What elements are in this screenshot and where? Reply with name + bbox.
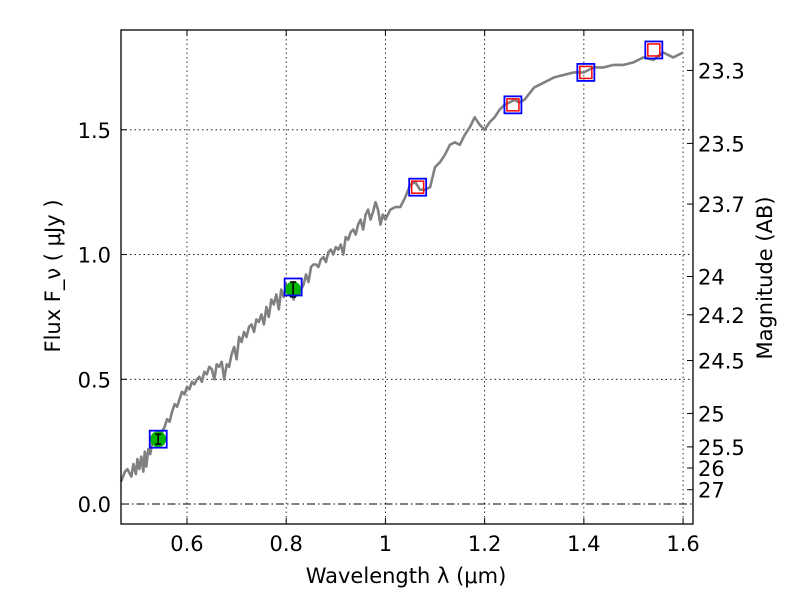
mag-tick-label: 24.5 — [698, 349, 745, 373]
ticks-layer: 0.6 0.8 1 1.2 1.4 1.6 0.0 0.5 1.0 1.5 23.3 23.5 23.7… — [78, 30, 745, 556]
filter-box — [283, 277, 303, 297]
mag-tick-label: 27 — [698, 479, 725, 503]
y-axis-right-label: Magnitude (AB) — [753, 196, 777, 359]
mag-tick-label: 23.7 — [698, 193, 745, 217]
y-tick-label: 1.5 — [78, 119, 111, 143]
spectrum-layer — [119, 51, 684, 483]
mag-tick-label: 24.2 — [698, 304, 745, 328]
points-layer — [148, 40, 664, 449]
mag-tick-label: 25.5 — [698, 436, 745, 460]
y-tick-label: 0.5 — [78, 368, 111, 392]
x-tick-label: 1 — [379, 532, 392, 556]
y-axis-label: Flux F_ν ( μJy ) — [41, 199, 66, 352]
filter-box — [644, 40, 664, 60]
model-point — [506, 98, 520, 112]
mag-tick-label: 24 — [698, 265, 725, 289]
plot-frame — [120, 29, 694, 525]
model-point — [647, 43, 661, 57]
grid — [121, 30, 693, 524]
filter-box — [503, 95, 523, 115]
model-point — [410, 180, 425, 194]
x-tick-label: 0.8 — [269, 532, 302, 556]
filter-box — [148, 429, 168, 449]
filter-box — [576, 63, 596, 82]
mag-tick-label: 23.5 — [698, 132, 745, 156]
mag-tick-label: 23.3 — [698, 59, 745, 83]
y-tick-label: 0.0 — [78, 493, 111, 517]
spectrum-line — [119, 51, 684, 483]
model-point — [579, 65, 593, 80]
x-axis-label: Wavelength λ (μm) — [306, 564, 507, 588]
x-tick-label: 0.6 — [170, 532, 203, 556]
filter-box — [408, 177, 428, 197]
x-tick-label: 1.4 — [567, 532, 600, 556]
mag-tick-label: 26 — [698, 457, 725, 481]
y-tick-label: 1.0 — [78, 244, 111, 268]
x-tick-label: 1.6 — [666, 532, 699, 556]
mag-tick-label: 25 — [698, 402, 725, 426]
x-tick-label: 1.2 — [468, 532, 501, 556]
